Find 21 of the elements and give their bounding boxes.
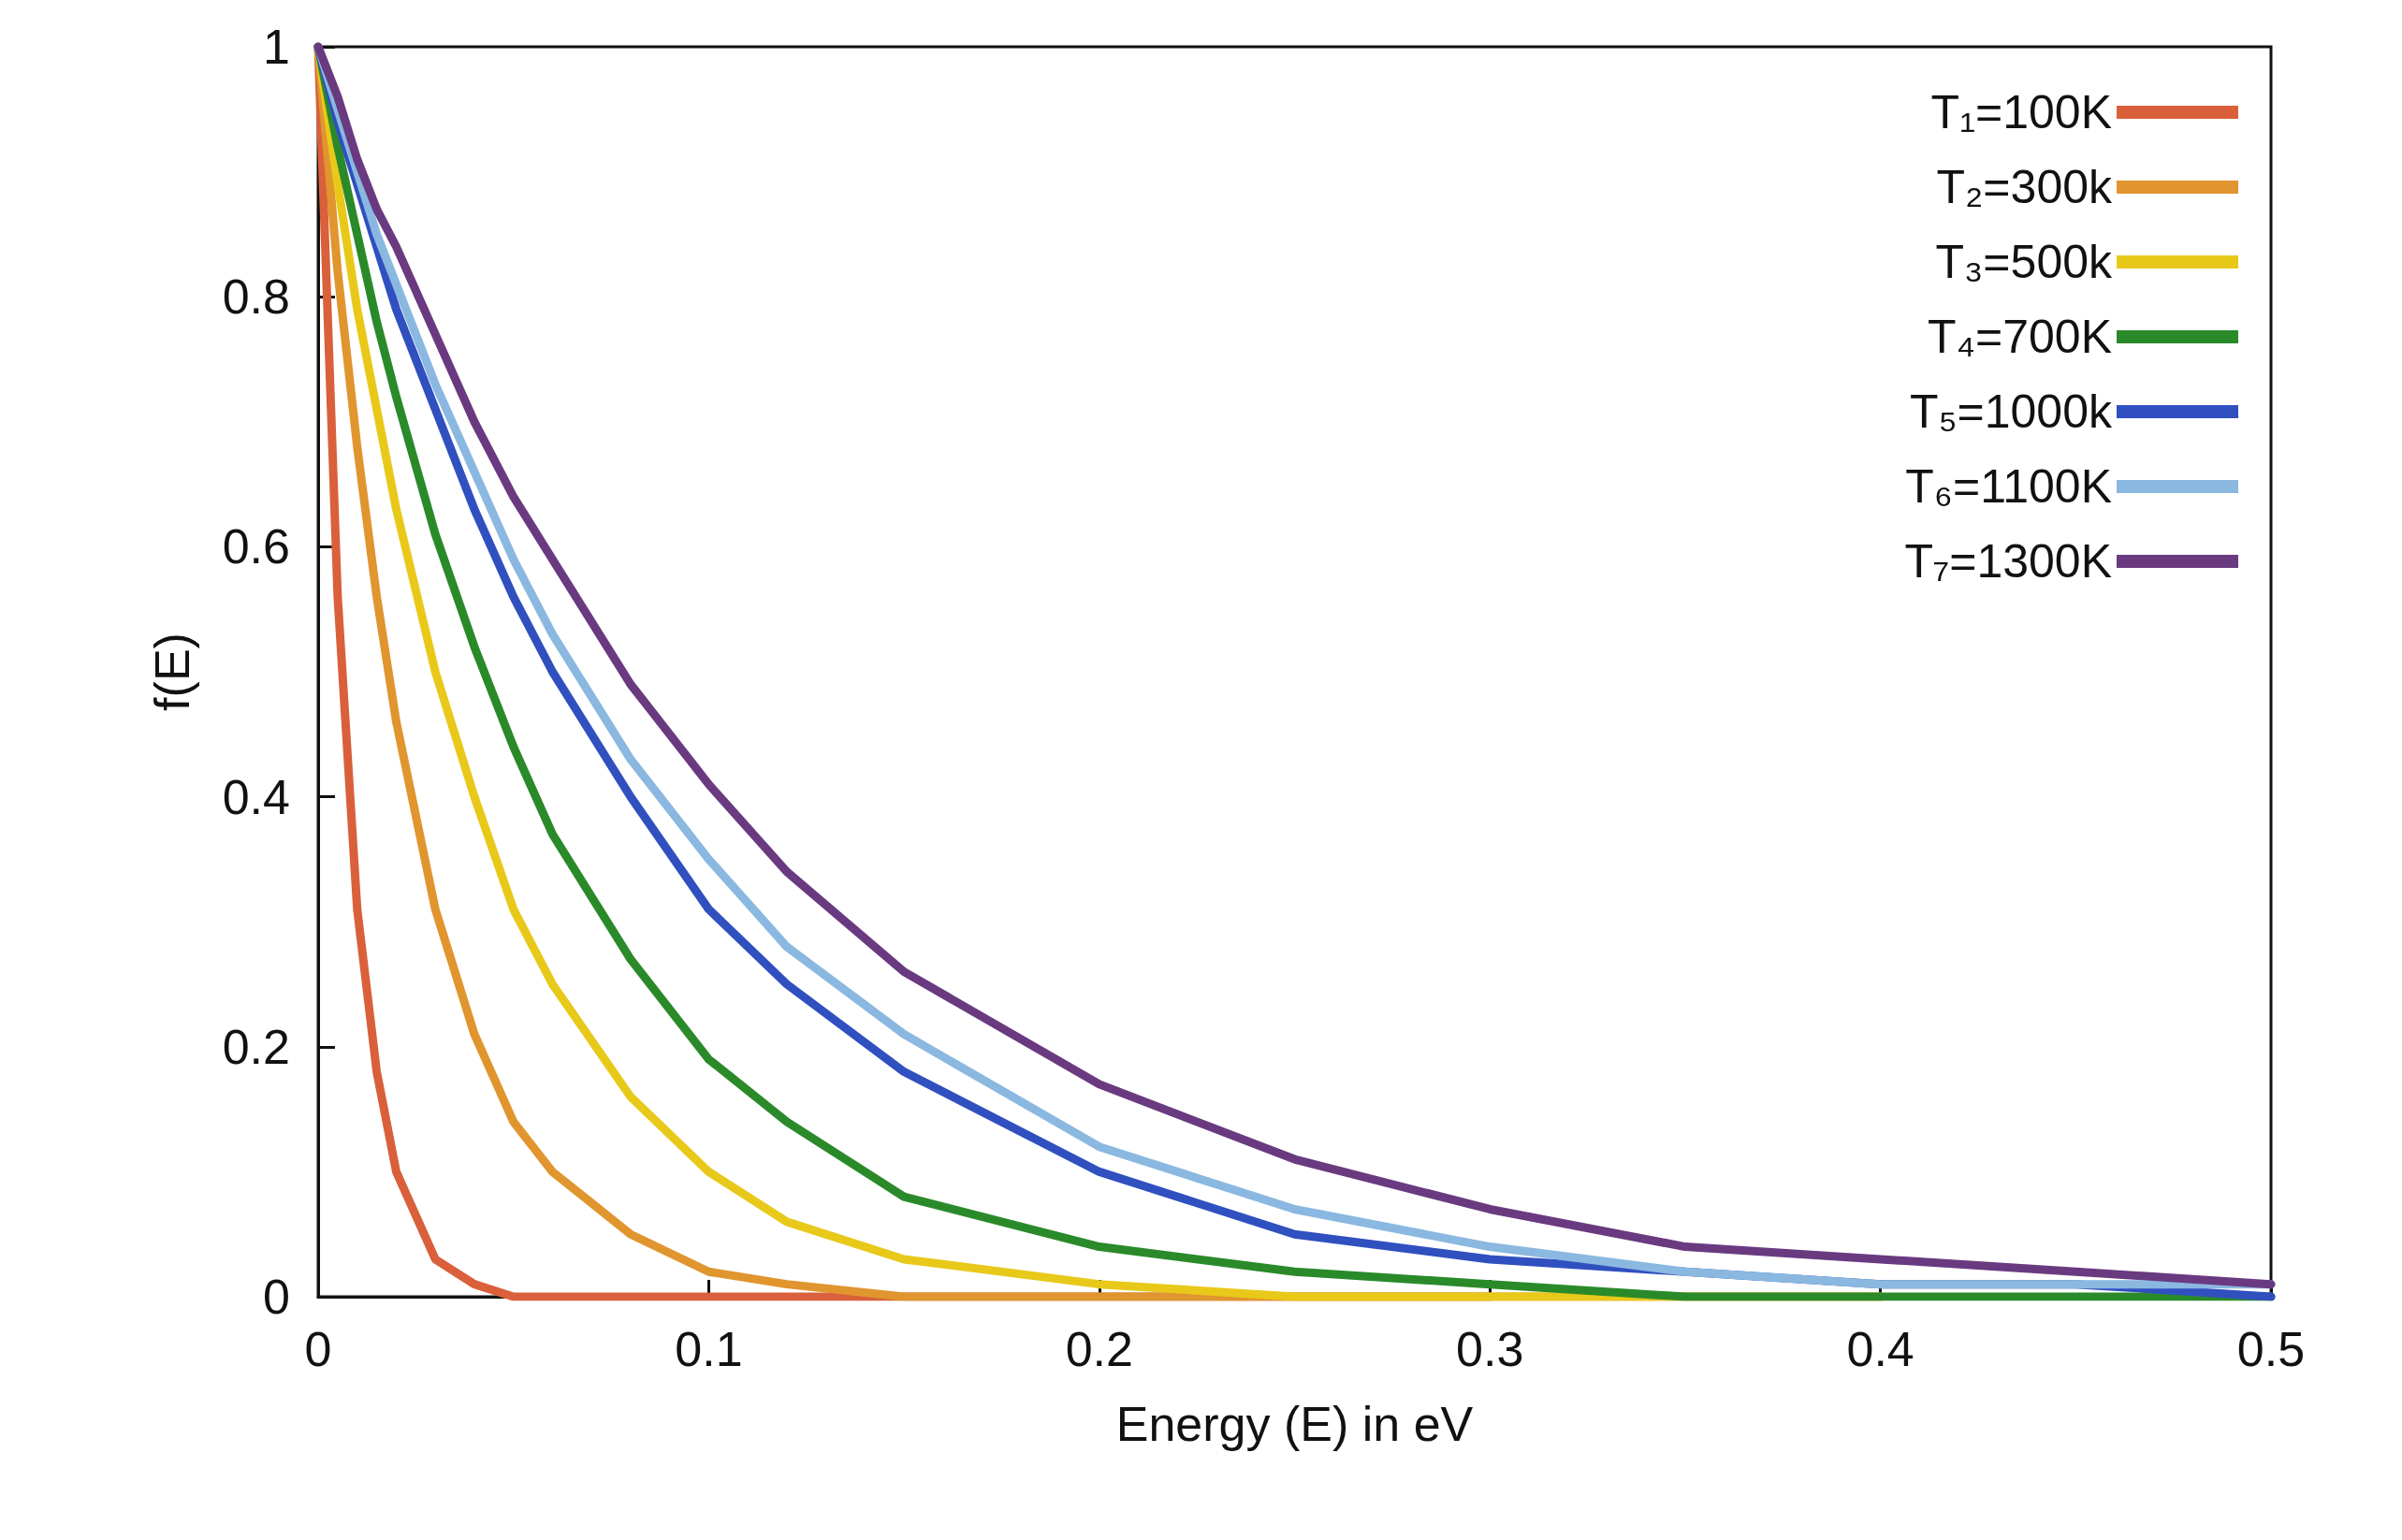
y-axis-title: f(E) [145,632,199,711]
legend-label: T₂=300k [1936,161,2113,213]
x-tick-label: 0.1 [675,1322,743,1376]
legend-label: T₁=100K [1930,86,2112,138]
x-tick-label: 0.2 [1065,1322,1133,1376]
legend-label: T₃=500k [1935,236,2113,288]
legend-label: T₆=1100K [1905,460,2112,513]
x-tick-label: 0.5 [2236,1322,2306,1376]
x-tick-label: 0.3 [1456,1322,1524,1376]
y-tick-label: 1 [263,20,290,74]
legend-label: T₄=700K [1928,311,2112,363]
x-tick-label: 0.4 [1846,1322,1914,1376]
legend-label: T₅=1000k [1909,385,2113,438]
y-tick-label: 0.4 [222,769,290,824]
y-tick-label: 0.6 [222,519,290,574]
y-tick-label: 0 [263,1270,290,1324]
legend-label: T₇=1300K [1904,535,2112,588]
x-tick-label: 0 [304,1322,332,1376]
x-axis-title: Energy (E) in eV [1115,1397,1474,1451]
y-tick-label: 0.8 [222,269,290,325]
y-tick-label: 0.2 [222,1019,290,1074]
